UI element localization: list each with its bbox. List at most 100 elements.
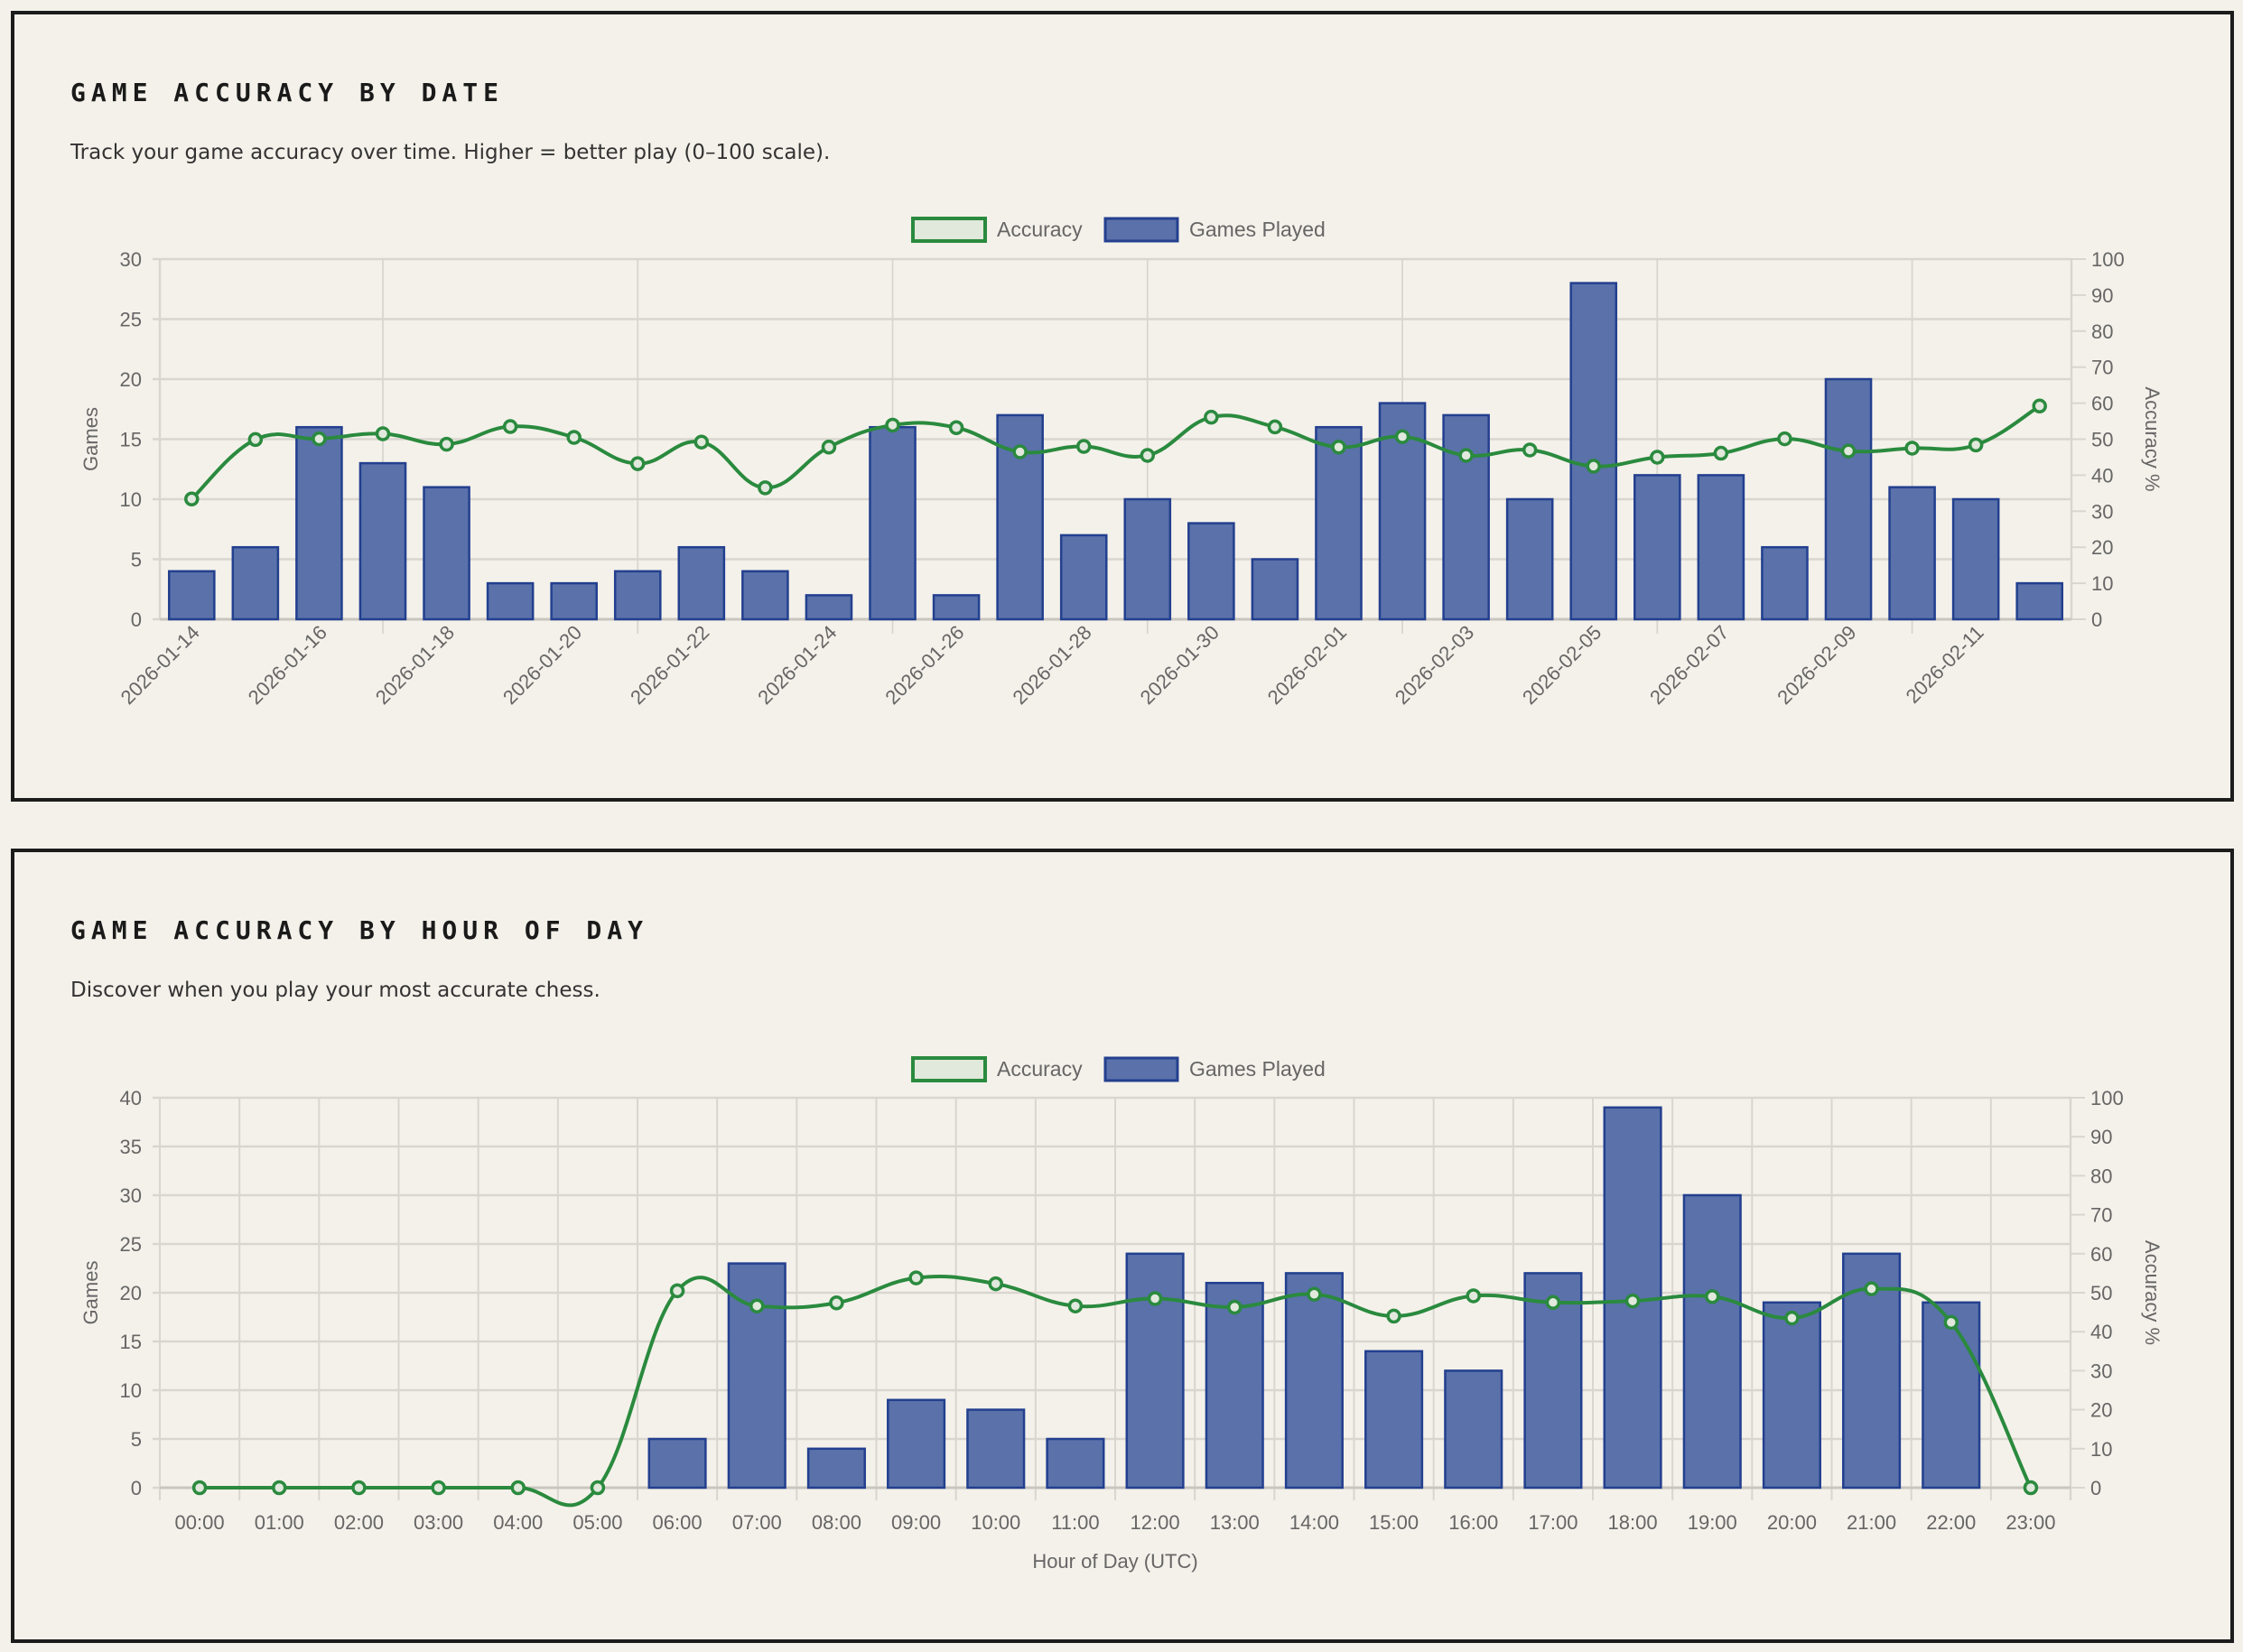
bar-games-played[interactable] [1123, 497, 1172, 621]
bar-games-played[interactable] [1888, 486, 1936, 621]
bar-games-played[interactable] [805, 594, 853, 621]
bar-games-played[interactable] [1046, 1437, 1105, 1490]
accuracy-point[interactable] [908, 1270, 924, 1285]
accuracy-point[interactable] [1840, 443, 1857, 459]
accuracy-point[interactable] [1650, 450, 1665, 465]
bar-games-played[interactable] [677, 545, 726, 621]
bar-games-played[interactable] [1505, 497, 1554, 621]
accuracy-point[interactable] [1864, 1281, 1879, 1296]
accuracy-point[interactable] [510, 1480, 526, 1496]
accuracy-point[interactable] [948, 420, 964, 435]
bar-games-played[interactable] [869, 425, 917, 621]
bar-games-played[interactable] [423, 486, 470, 621]
accuracy-point[interactable] [1307, 1286, 1322, 1302]
bar-games-played[interactable] [1762, 1301, 1821, 1490]
accuracy-point[interactable] [2023, 1480, 2039, 1496]
accuracy-point[interactable] [1904, 441, 1920, 456]
bar-games-played[interactable] [1444, 1369, 1503, 1490]
bar-games-played[interactable] [806, 1447, 866, 1490]
legend-swatch-accuracy[interactable] [911, 1056, 987, 1082]
accuracy-point[interactable] [191, 1480, 208, 1496]
accuracy-point[interactable] [1204, 409, 1219, 425]
accuracy-point[interactable] [312, 431, 327, 447]
accuracy-point[interactable] [431, 1480, 446, 1496]
accuracy-point[interactable] [1713, 445, 1729, 461]
accuracy-point[interactable] [1386, 1308, 1401, 1324]
bar-games-played[interactable] [1761, 545, 1809, 621]
bar-games-played[interactable] [295, 425, 343, 621]
accuracy-point[interactable] [1075, 439, 1092, 454]
accuracy-point[interactable] [1545, 1295, 1561, 1311]
accuracy-point[interactable] [988, 1276, 1003, 1292]
accuracy-point[interactable] [1267, 419, 1283, 435]
bar-games-played[interactable] [1633, 474, 1681, 621]
bar-games-played[interactable] [358, 461, 407, 621]
accuracy-point[interactable] [566, 430, 582, 445]
bar-games-played[interactable] [1284, 1272, 1344, 1490]
bar-games-played[interactable] [1187, 522, 1235, 621]
bar-games-played[interactable] [1682, 1193, 1742, 1490]
bar-games-played[interactable] [1251, 558, 1299, 621]
bar-games-played[interactable] [1205, 1281, 1264, 1490]
bar-games-played[interactable] [1569, 282, 1618, 621]
legend-label-games-played[interactable]: Games Played [1189, 218, 1326, 241]
accuracy-point[interactable] [1466, 1288, 1481, 1304]
accuracy-point[interactable] [630, 456, 646, 471]
bar-games-played[interactable] [647, 1437, 707, 1490]
bar-games-played[interactable] [1315, 425, 1363, 621]
bar-games-played[interactable] [167, 570, 216, 621]
bar-games-played[interactable] [932, 594, 981, 621]
bar-games-played[interactable] [1125, 1252, 1185, 1490]
accuracy-point[interactable] [1458, 448, 1474, 463]
legend-label-accuracy[interactable]: Accuracy [997, 1057, 1083, 1081]
accuracy-point[interactable] [1784, 1310, 1800, 1326]
bar-games-played[interactable] [1059, 534, 1108, 621]
bar-games-played[interactable] [966, 1408, 1026, 1490]
accuracy-point[interactable] [375, 426, 391, 441]
accuracy-point[interactable] [1968, 437, 1984, 453]
accuracy-point[interactable] [247, 432, 264, 448]
accuracy-point[interactable] [1331, 440, 1346, 455]
legend-swatch-games-played[interactable] [1103, 217, 1179, 243]
accuracy-point[interactable] [1705, 1289, 1720, 1304]
bar-games-played[interactable] [1364, 1350, 1424, 1490]
bar-games-played[interactable] [741, 570, 789, 621]
accuracy-point[interactable] [1777, 431, 1792, 447]
bar-games-played[interactable] [1922, 1301, 1981, 1490]
legend-swatch-accuracy[interactable] [911, 217, 987, 243]
legend-swatch-games-played[interactable] [1103, 1056, 1179, 1082]
accuracy-point[interactable] [829, 1295, 844, 1311]
bar-games-played[interactable] [1951, 497, 2000, 621]
accuracy-point[interactable] [1067, 1298, 1084, 1313]
bar-games-played[interactable] [486, 581, 535, 621]
accuracy-point[interactable] [758, 480, 773, 496]
accuracy-point[interactable] [1624, 1293, 1641, 1309]
accuracy-point[interactable] [669, 1283, 685, 1299]
accuracy-point[interactable] [272, 1480, 287, 1496]
bar-games-played[interactable] [231, 545, 280, 621]
accuracy-point[interactable] [1522, 442, 1538, 458]
bar-games-played[interactable] [550, 581, 598, 621]
accuracy-point[interactable] [749, 1298, 765, 1313]
bar-games-played[interactable] [1824, 377, 1873, 621]
accuracy-point[interactable] [1943, 1314, 1959, 1331]
accuracy-point[interactable] [184, 491, 200, 506]
accuracy-point[interactable] [885, 417, 900, 433]
accuracy-point[interactable] [693, 434, 710, 450]
accuracy-point[interactable] [1012, 444, 1028, 459]
accuracy-point[interactable] [1394, 429, 1410, 444]
bar-games-played[interactable] [887, 1398, 946, 1490]
accuracy-point[interactable] [502, 419, 518, 434]
bar-games-played[interactable] [2015, 581, 2064, 621]
accuracy-point[interactable] [351, 1480, 367, 1496]
accuracy-point[interactable] [1586, 459, 1601, 474]
bar-games-played[interactable] [613, 570, 662, 621]
accuracy-point[interactable] [1140, 448, 1156, 463]
accuracy-point[interactable] [821, 440, 837, 455]
accuracy-point[interactable] [1227, 1299, 1242, 1315]
legend-label-games-played[interactable]: Games Played [1189, 1057, 1326, 1081]
legend-label-accuracy[interactable]: Accuracy [997, 218, 1083, 241]
accuracy-point[interactable] [1147, 1291, 1163, 1306]
accuracy-point[interactable] [439, 436, 454, 452]
accuracy-point[interactable] [590, 1480, 606, 1496]
